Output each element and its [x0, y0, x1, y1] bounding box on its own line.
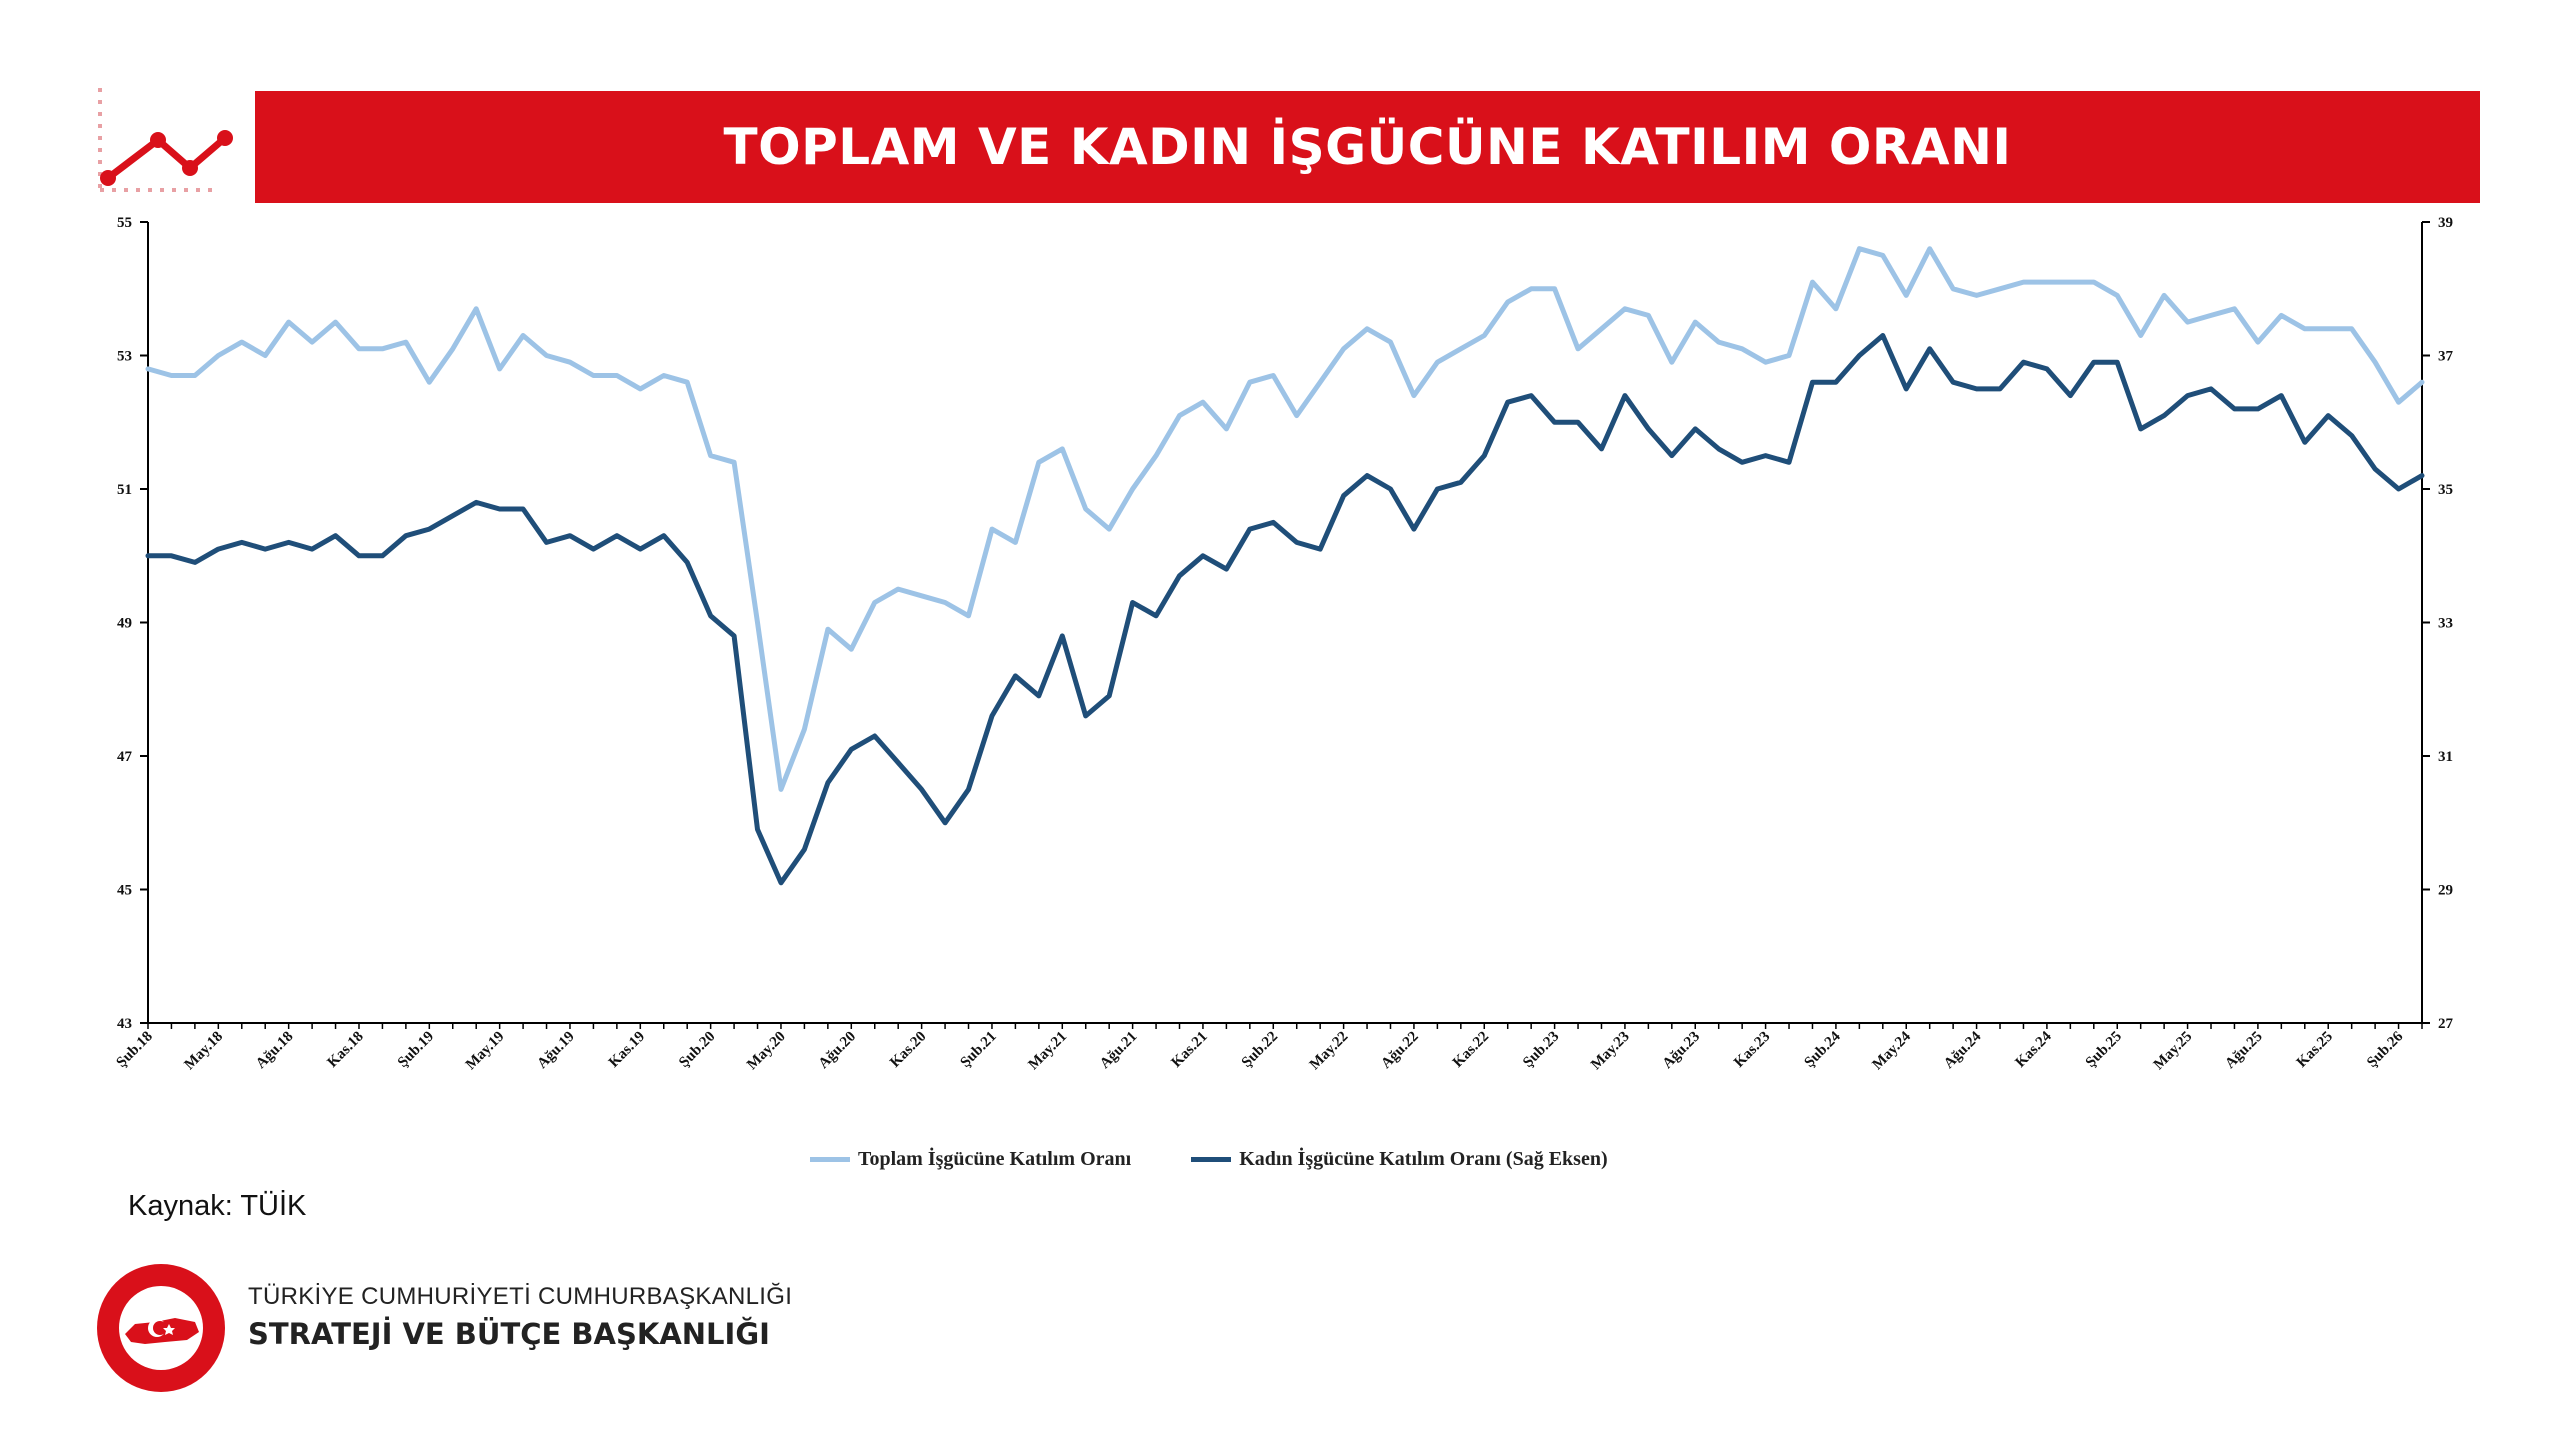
- legend-swatch-total: [810, 1157, 850, 1162]
- x-tick-label: May.21: [1026, 1029, 1071, 1074]
- legend-swatch-women: [1191, 1157, 1232, 1162]
- x-tick-label: Ağu.21: [1097, 1029, 1140, 1072]
- left-tick-label: 47: [117, 749, 133, 765]
- x-tick-label: Şub.23: [1520, 1029, 1562, 1071]
- x-tick-label: Şub.26: [2364, 1028, 2407, 1071]
- left-tick-label: 53: [117, 349, 132, 365]
- right-tick-label: 27: [2438, 1016, 2454, 1032]
- x-tick-label: Ağu.25: [2222, 1029, 2265, 1072]
- footer-institution: TÜRKİYE CUMHURİYETİ CUMHURBAŞKANLIĞI: [248, 1283, 793, 1310]
- left-tick-label: 45: [117, 883, 132, 899]
- right-tick-label: 35: [2438, 482, 2453, 498]
- x-tick-label: May.20: [744, 1029, 789, 1074]
- x-tick-label: Ağu.24: [1941, 1028, 1985, 1072]
- x-tick-label: May.25: [2151, 1029, 2196, 1074]
- x-tick-label: Ağu.22: [1378, 1029, 1421, 1072]
- x-tick-label: Kas.18: [325, 1029, 367, 1071]
- x-tick-label: May.19: [463, 1029, 508, 1074]
- line-chart-icon: [98, 88, 233, 192]
- x-tick-label: Kas.24: [2012, 1028, 2055, 1071]
- legend-item-total: Toplam İşgücüne Katılım Oranı: [810, 1148, 1131, 1171]
- x-tick-label: Şub.22: [1239, 1029, 1281, 1071]
- x-tick-label: Şub.20: [676, 1029, 718, 1071]
- x-tick-label: Kas.19: [606, 1029, 648, 1071]
- x-tick-label: Ağu.18: [253, 1029, 296, 1072]
- x-tick-label: Şub.25: [2083, 1029, 2125, 1071]
- x-tick-label: May.24: [1869, 1028, 1914, 1073]
- x-tick-label: Ağu.20: [816, 1029, 859, 1072]
- right-tick-label: 29: [2438, 883, 2453, 899]
- x-tick-label: Ağu.23: [1660, 1029, 1703, 1072]
- x-tick-label: Şub.19: [395, 1029, 437, 1071]
- left-tick-label: 51: [117, 482, 132, 498]
- title-bar: TOPLAM VE KADIN İŞGÜCÜNE KATILIM ORANI: [255, 91, 2480, 203]
- source-note: Kaynak: TÜİK: [128, 1190, 307, 1222]
- x-tick-label: Kas.25: [2294, 1029, 2336, 1071]
- legend-item-women: Kadın İşgücüne Katılım Oranı (Sağ Eksen): [1191, 1148, 1608, 1171]
- x-tick-label: Kas.22: [1450, 1029, 1492, 1071]
- chart-title: TOPLAM VE KADIN İŞGÜCÜNE KATILIM ORANI: [723, 118, 2012, 176]
- left-tick-label: 55: [117, 215, 132, 231]
- x-tick-label: Kas.20: [887, 1029, 929, 1071]
- x-tick-label: Şub.24: [1801, 1028, 1844, 1071]
- left-tick-label: 43: [117, 1016, 132, 1032]
- right-tick-label: 37: [2438, 349, 2454, 365]
- right-tick-label: 33: [2438, 616, 2453, 632]
- x-tick-label: Kas.21: [1169, 1029, 1211, 1071]
- left-tick-label: 49: [117, 616, 132, 632]
- x-tick-label: Şub.18: [114, 1029, 156, 1071]
- legend: Toplam İşgücüne Katılım Oranı Kadın İşgü…: [810, 1148, 1668, 1171]
- x-tick-label: May.18: [182, 1029, 227, 1074]
- right-tick-label: 39: [2438, 215, 2453, 231]
- right-tick-label: 31: [2438, 749, 2453, 765]
- x-tick-label: May.22: [1307, 1029, 1352, 1074]
- x-tick-label: Ağu.19: [534, 1029, 577, 1072]
- seal-logo-icon: [97, 1264, 225, 1392]
- series-line-women: [145, 333, 2425, 886]
- footer-department: STRATEJİ VE BÜTÇE BAŞKANLIĞI: [248, 1317, 770, 1351]
- legend-label-women: Kadın İşgücüne Katılım Oranı (Sağ Eksen): [1239, 1148, 1608, 1170]
- x-tick-label: Kas.23: [1731, 1029, 1773, 1071]
- x-tick-label: May.23: [1588, 1029, 1633, 1074]
- x-tick-label: Şub.21: [958, 1029, 1000, 1071]
- legend-label-total: Toplam İşgücüne Katılım Oranı: [858, 1148, 1132, 1170]
- series-line-total: [145, 246, 2425, 792]
